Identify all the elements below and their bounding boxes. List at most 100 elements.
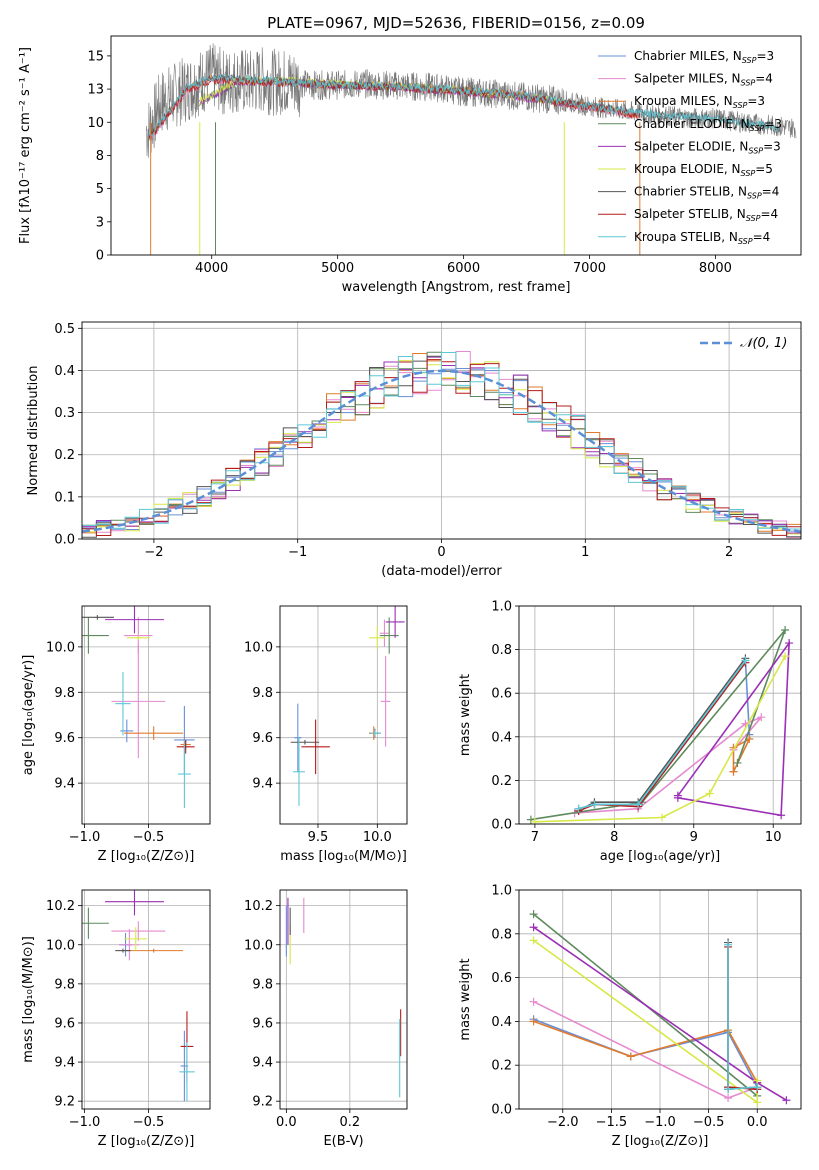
weight-point-marker	[574, 804, 583, 813]
y-tick-label: 9.6	[252, 731, 273, 746]
y-tick-label: 9.4	[252, 777, 273, 792]
x-tick-label: 8	[610, 830, 618, 845]
residuals-plot-area	[82, 351, 801, 539]
x-tick-label: 1	[581, 545, 589, 560]
axes-frame	[81, 889, 211, 1110]
weight-series-line	[727, 946, 758, 1091]
x-axis-label: (data-model)/error	[381, 564, 502, 579]
weight-point-marker	[777, 811, 786, 820]
weight-point-marker	[529, 997, 538, 1006]
y-tick-label: 9.8	[54, 977, 75, 992]
weight-series-line	[578, 662, 747, 812]
weight-point-marker	[782, 1096, 791, 1105]
axes-frame	[279, 889, 408, 1110]
y-tick-label: 0.8	[491, 643, 512, 658]
legend-entry: Kroupa ELODIE, NSSP=5	[634, 162, 773, 178]
errorbar-plot-area	[285, 897, 402, 1098]
y-tick-label: 0.6	[491, 687, 512, 702]
weight-point-marker	[529, 923, 538, 932]
y-tick-label: 10.2	[46, 899, 75, 914]
weight-point-marker	[733, 758, 742, 767]
errorbar-plot-area	[82, 890, 195, 1102]
y-tick-label: 0.8	[491, 927, 512, 942]
legend-entry: Salpeter ELODIE, NSSP=3	[634, 139, 781, 155]
age-mass-panel: 9.5 10.0 9.4 9.6 9.8 10.0 mass [log₁₀(M/M⊙)]	[244, 605, 408, 864]
y-axis-label: Flux [fλ10⁻¹⁷ erg cm⁻² s⁻¹ A⁻¹]	[18, 47, 33, 244]
axes-frame	[518, 605, 802, 825]
weight-point-marker	[785, 639, 794, 648]
x-axis-label: Z [log₁₀(Z/Z⊙)]	[98, 849, 195, 864]
y-axis-label: mass weight	[458, 674, 473, 756]
weight-plot-area	[529, 910, 791, 1107]
weight-point-marker	[753, 1083, 762, 1092]
weight-point-marker	[781, 652, 790, 661]
weight-series-line	[727, 942, 758, 1091]
spectrum-legend: Chabrier MILES, NSSP=3 Salpeter MILES, NS…	[598, 49, 782, 246]
y-tick-label: 0.2	[54, 448, 75, 463]
weight-point-marker	[757, 713, 766, 722]
x-axis-label: Z [log₁₀(Z/Z⊙)]	[98, 1134, 195, 1149]
x-tick-label: 8000	[699, 261, 732, 276]
axes-frame	[518, 889, 802, 1110]
chart-title: PLATE=0967, MJD=52636, FIBERID=0156, z=0…	[267, 14, 645, 32]
y-tick-label: 10.0	[46, 640, 75, 655]
y-tick-label: 9.2	[54, 1095, 75, 1110]
y-tick-label: 9.2	[252, 1095, 273, 1110]
legend-entry: Salpeter STELIB, NSSP=4	[634, 207, 778, 223]
x-tick-label: −1.0	[69, 1115, 101, 1130]
y-tick-label: 9.4	[54, 777, 75, 792]
spectrum-plot-area	[146, 43, 797, 255]
errorbar-plot-area	[82, 606, 195, 809]
y-tick-label: 0.5	[54, 322, 75, 337]
weight-point-marker	[657, 813, 666, 822]
x-axis-label: E(B-V)	[323, 1134, 363, 1149]
legend-entry: Chabrier MILES, NSSP=3	[634, 49, 774, 65]
weight-point-marker	[590, 800, 599, 809]
x-tick-label: 10	[765, 830, 782, 845]
x-tick-label: −0.5	[693, 1115, 725, 1130]
y-tick-label: 10.0	[46, 938, 75, 953]
y-tick-label: 0.2	[491, 774, 512, 789]
model-series-line	[148, 73, 779, 139]
weight-series-line	[533, 1018, 758, 1088]
x-tick-label: −1.0	[69, 830, 101, 845]
y-tick-label: 10.0	[244, 938, 273, 953]
weight-point-marker	[724, 1085, 733, 1094]
y-tick-label: 9.8	[252, 977, 273, 992]
x-tick-label: 10.0	[363, 830, 392, 845]
residuals-panel: −2 −1 0 1 2 0.0 0.1 0.2 0.3 0.4 0.5 (data-model)/er…	[26, 321, 802, 579]
x-tick-label: −1.5	[596, 1115, 628, 1130]
x-axis-label: wavelength [Angstrom, rest frame]	[342, 280, 571, 295]
y-axis-label: mass weight	[458, 958, 473, 1040]
weight-plot-area	[526, 625, 794, 824]
weight-Z-panel: −2.0 −1.5 −1.0 −0.5 0.0 0.0 0.2 0.4 0.6 0.8 1.0 Z […	[458, 884, 802, 1149]
x-tick-label: 5000	[321, 261, 354, 276]
y-tick-label: 9.4	[54, 1056, 75, 1071]
axes-frame	[81, 321, 802, 540]
y-tick-label: 1.0	[491, 884, 512, 899]
legend-entry: Kroupa MILES, NSSP=3	[634, 94, 765, 110]
y-tick-label: 8	[96, 149, 104, 164]
weight-point-marker	[724, 940, 733, 949]
y-tick-label: 0.1	[54, 490, 75, 505]
y-tick-label: 0.0	[491, 1103, 512, 1118]
y-tick-label: 0.2	[491, 1059, 512, 1074]
weight-series-line	[533, 1020, 758, 1084]
weight-point-marker	[526, 815, 535, 824]
y-tick-label: 0.4	[491, 730, 512, 745]
y-axis-label: age [log₁₀(age/yr)]	[21, 655, 36, 776]
histogram-series	[82, 352, 801, 539]
x-tick-label: 9	[690, 830, 698, 845]
model-series-line	[148, 73, 779, 137]
weight-point-marker	[781, 625, 790, 634]
x-axis-label: mass [log₁₀(M/M⊙)]	[280, 849, 407, 864]
weight-point-marker	[753, 1098, 762, 1107]
age-Z-panel: −1.0 −0.5 9.4 9.6 9.8 10.0 Z [log₁₀(Z/Z⊙)] age …	[21, 605, 211, 864]
x-tick-label: 0.0	[747, 1115, 768, 1130]
weight-point-marker	[529, 910, 538, 919]
y-tick-label: 0.0	[54, 533, 75, 548]
legend-entry: Salpeter MILES, NSSP=4	[634, 72, 773, 88]
y-tick-label: 9.6	[54, 731, 75, 746]
weight-series-line	[530, 629, 786, 821]
y-tick-label: 3	[96, 215, 104, 230]
